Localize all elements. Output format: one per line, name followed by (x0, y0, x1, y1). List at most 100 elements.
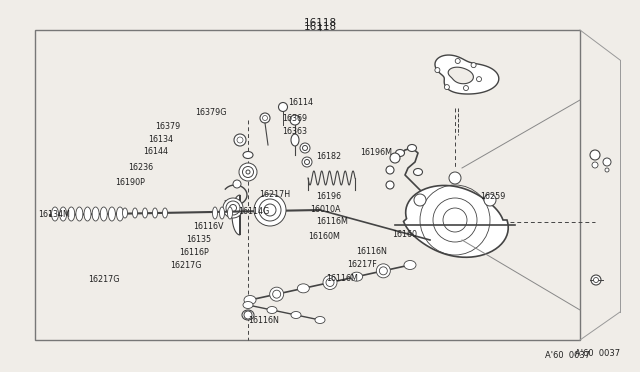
Ellipse shape (152, 208, 157, 218)
Bar (35, 30, 580, 340)
Ellipse shape (413, 169, 422, 176)
Ellipse shape (242, 310, 254, 320)
Circle shape (259, 199, 281, 221)
Polygon shape (448, 67, 474, 84)
Ellipse shape (220, 207, 225, 219)
Circle shape (262, 115, 268, 121)
Text: 16259: 16259 (480, 192, 506, 201)
Ellipse shape (243, 151, 253, 158)
Ellipse shape (298, 284, 309, 293)
Text: 16196M: 16196M (360, 148, 392, 157)
Circle shape (273, 290, 281, 298)
Circle shape (234, 134, 246, 146)
Circle shape (463, 86, 468, 90)
Ellipse shape (408, 144, 417, 151)
Text: 16190P: 16190P (115, 178, 145, 187)
Text: 16369: 16369 (282, 114, 307, 123)
Circle shape (386, 166, 394, 174)
Ellipse shape (244, 295, 256, 305)
Circle shape (269, 287, 284, 301)
Circle shape (305, 160, 310, 164)
Circle shape (302, 157, 312, 167)
Ellipse shape (404, 260, 416, 269)
Text: 16160: 16160 (392, 230, 417, 239)
Ellipse shape (212, 207, 218, 219)
Ellipse shape (396, 150, 404, 157)
Text: 16116V: 16116V (193, 222, 223, 231)
Text: 16217G: 16217G (88, 275, 120, 284)
Text: 16144: 16144 (143, 147, 168, 156)
Circle shape (380, 267, 387, 275)
Circle shape (223, 198, 243, 218)
Circle shape (376, 264, 390, 278)
Circle shape (444, 84, 449, 90)
Ellipse shape (51, 207, 58, 221)
Circle shape (471, 62, 476, 68)
Text: 16134M: 16134M (38, 210, 70, 219)
Ellipse shape (291, 134, 299, 146)
Text: A'60  0037: A'60 0037 (545, 351, 590, 360)
Circle shape (590, 150, 600, 160)
Circle shape (230, 205, 237, 212)
Circle shape (278, 103, 287, 112)
Text: 16196: 16196 (316, 192, 341, 201)
Text: 16217G: 16217G (170, 261, 202, 270)
Ellipse shape (68, 207, 75, 221)
Ellipse shape (60, 207, 67, 221)
Ellipse shape (76, 207, 83, 221)
Text: 16114: 16114 (288, 98, 313, 107)
Text: 16134: 16134 (148, 135, 173, 144)
Text: 16363: 16363 (282, 127, 307, 136)
Circle shape (239, 163, 257, 181)
Text: 16116M: 16116M (326, 274, 358, 283)
Text: 16116P: 16116P (179, 248, 209, 257)
Circle shape (326, 279, 334, 286)
Polygon shape (232, 195, 240, 235)
Text: 16135: 16135 (186, 235, 211, 244)
Text: 16236: 16236 (128, 163, 153, 172)
Ellipse shape (291, 311, 301, 318)
Ellipse shape (92, 207, 99, 221)
Text: 16217H: 16217H (259, 190, 290, 199)
Ellipse shape (227, 207, 232, 219)
Circle shape (226, 201, 240, 215)
Circle shape (390, 153, 400, 163)
Circle shape (254, 194, 286, 226)
Circle shape (323, 276, 337, 289)
Text: A'60  0037: A'60 0037 (575, 349, 620, 358)
Circle shape (484, 194, 496, 206)
Ellipse shape (351, 272, 363, 281)
Ellipse shape (116, 207, 124, 221)
Ellipse shape (163, 208, 168, 218)
Circle shape (593, 278, 598, 282)
Circle shape (260, 113, 270, 123)
Ellipse shape (132, 208, 138, 218)
Text: 16010A: 16010A (310, 205, 340, 214)
Text: 16160M: 16160M (308, 232, 340, 241)
Circle shape (243, 167, 253, 177)
Circle shape (264, 204, 276, 216)
Ellipse shape (84, 207, 91, 221)
Polygon shape (403, 186, 508, 257)
Circle shape (386, 181, 394, 189)
Ellipse shape (100, 207, 108, 221)
Ellipse shape (122, 208, 127, 218)
Circle shape (603, 158, 611, 166)
Circle shape (246, 170, 250, 174)
Text: 16379G: 16379G (195, 108, 227, 117)
Circle shape (233, 180, 241, 188)
Circle shape (414, 194, 426, 206)
Circle shape (592, 162, 598, 168)
Circle shape (237, 137, 243, 143)
Text: 16217F: 16217F (347, 260, 377, 269)
Circle shape (300, 143, 310, 153)
Text: 16116N: 16116N (356, 247, 387, 256)
Circle shape (605, 168, 609, 172)
Text: 16118: 16118 (303, 22, 337, 32)
Text: 16118: 16118 (303, 18, 337, 28)
Circle shape (290, 115, 300, 125)
Text: 16116N: 16116N (248, 316, 279, 325)
Circle shape (244, 311, 252, 319)
Text: 16116M: 16116M (316, 217, 348, 226)
Text: 16182: 16182 (316, 152, 341, 161)
